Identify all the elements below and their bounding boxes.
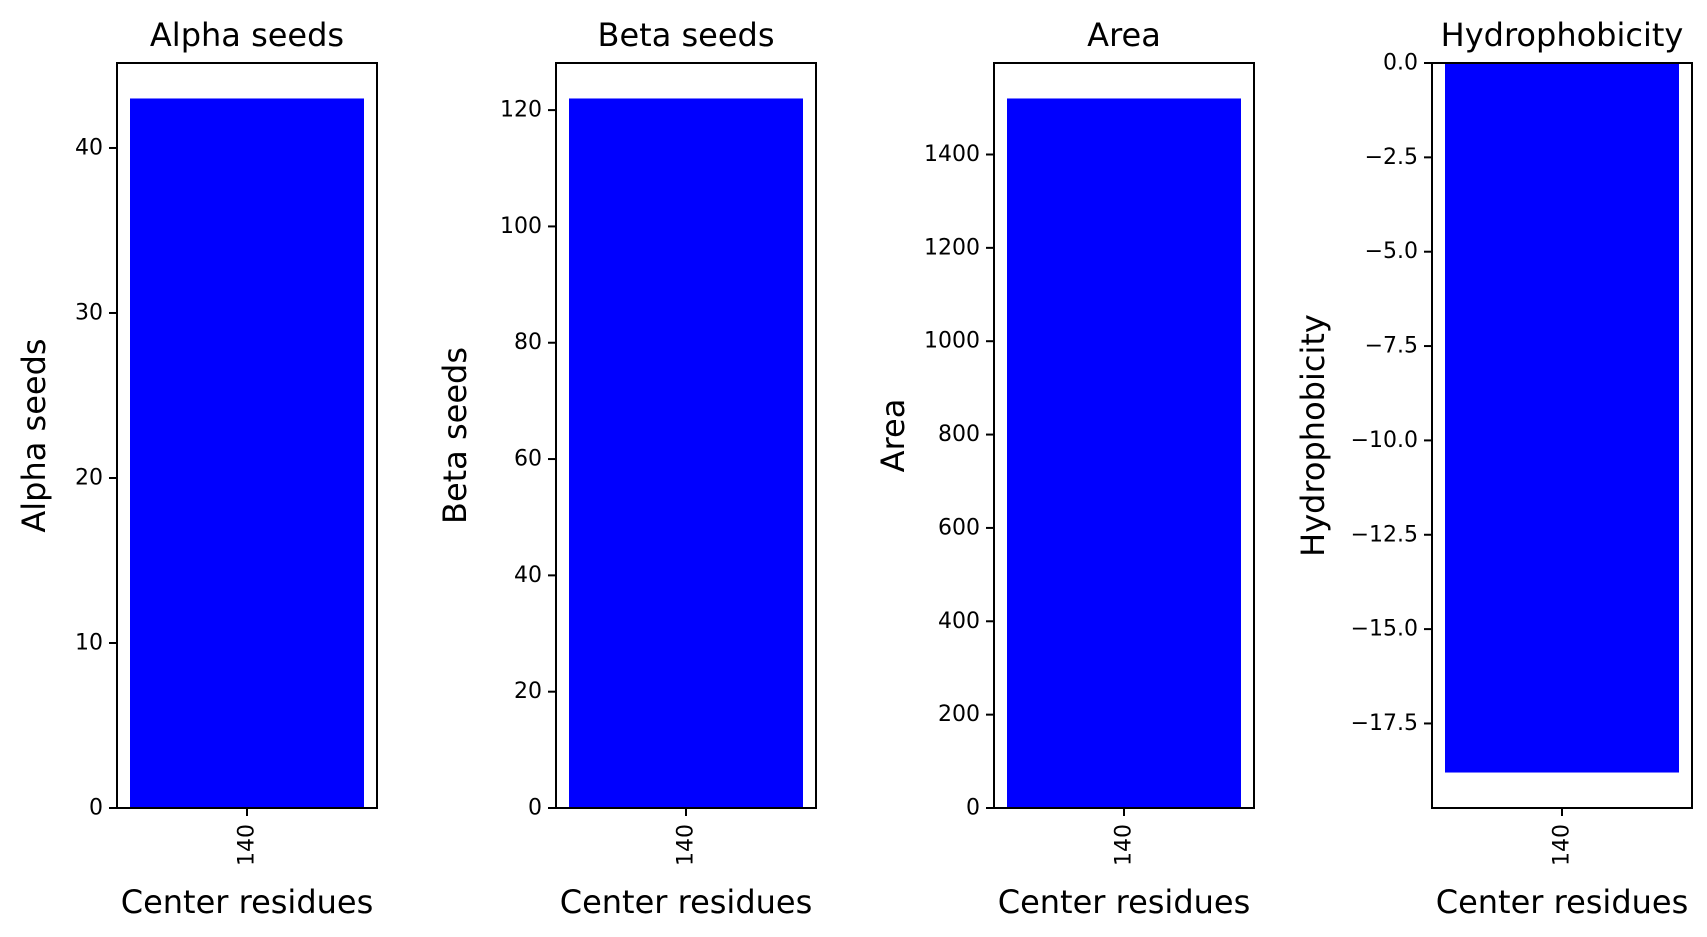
bar [1445,63,1679,773]
chart-title: Alpha seeds [150,16,344,54]
x-axis-label: Center residues [998,883,1251,921]
y-tick-label: 0 [966,796,980,821]
y-tick-label: −15.0 [1351,617,1418,642]
y-tick-label: 40 [75,135,103,160]
subplot-4: 0.0 −2.5 −5.0 −7.5 −10.0 −12.5 −15.0 −17.5 140 Hy… [1294,16,1693,921]
y-tick-label: −17.5 [1351,711,1418,736]
x-tick-label: 140 [1550,824,1575,866]
chart-title: Hydrophobicity [1441,16,1684,54]
y-tick-label: 80 [514,330,542,355]
y-axis-label: Hydrophobicity [1294,314,1332,557]
y-tick-label: 600 [938,515,980,540]
bar [1007,98,1241,808]
y-tick-label: 1200 [924,235,980,260]
y-tick-label: −12.5 [1351,522,1418,547]
y-tick-label: 1000 [924,329,980,354]
y-tick-label: −10.0 [1351,428,1418,453]
y-tick-label: 800 [938,422,980,447]
y-axis-label: Area [874,399,912,473]
y-tick-label: 0 [89,796,103,821]
y-tick-label: 20 [75,465,103,490]
x-tick-label: 140 [674,824,699,866]
y-tick-label: −7.5 [1365,334,1418,359]
y-tick-label: 10 [75,630,103,655]
y-tick-label: −5.0 [1365,239,1418,264]
x-axis-label: Center residues [121,883,374,921]
bar [569,98,803,808]
y-tick-label: 400 [938,609,980,634]
subplot-3: 0 200 400 600 800 1000 1200 1400 140 Area Center r… [874,16,1255,921]
x-axis-label: Center residues [1436,883,1689,921]
x-tick-label: 140 [1112,824,1137,866]
y-tick-label: 20 [514,679,542,704]
y-tick-label: 0 [528,796,542,821]
y-tick-label: 100 [500,214,542,239]
x-tick-label: 140 [235,824,260,866]
chart-title: Beta seeds [598,16,775,54]
y-axis-label: Beta seeds [436,347,474,524]
y-tick-label: 0.0 [1383,51,1418,76]
y-tick-label: 200 [938,702,980,727]
chart-title: Area [1087,16,1161,54]
subplot-1: 0 10 20 30 40 140 Alpha seeds Center residues Al… [15,16,378,921]
y-tick-label: 60 [514,447,542,472]
x-axis-label: Center residues [560,883,813,921]
y-tick-label: −2.5 [1365,145,1418,170]
y-tick-label: 120 [500,98,542,123]
y-tick-label: 40 [514,563,542,588]
y-tick-label: 30 [75,300,103,325]
y-tick-label: 1400 [924,142,980,167]
y-axis-label: Alpha seeds [15,338,53,532]
subplot-2: 0 20 40 60 80 100 120 140 Beta seeds Center resid… [436,16,817,921]
bar [130,98,364,808]
